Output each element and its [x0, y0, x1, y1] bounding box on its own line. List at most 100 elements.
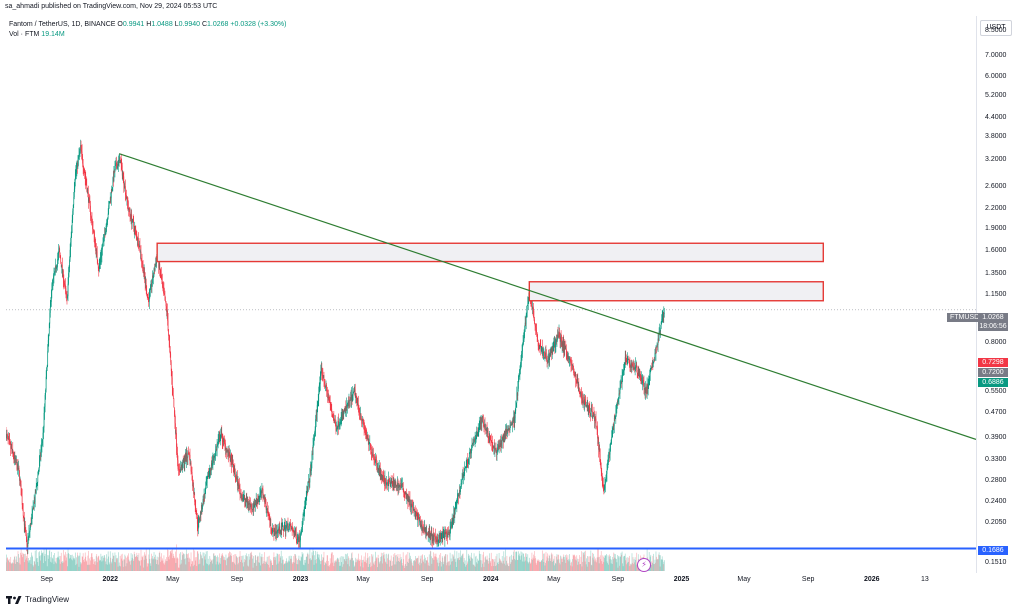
volume-bar	[165, 559, 166, 571]
candle-body	[324, 381, 325, 385]
volume-bar	[349, 566, 350, 571]
candle-body	[62, 270, 64, 282]
volume-bar	[340, 556, 342, 571]
candle-body	[423, 527, 424, 528]
candle-body	[401, 483, 403, 485]
volume-bar	[208, 564, 210, 571]
volume-bar	[97, 557, 99, 571]
candle-body	[38, 468, 40, 473]
candle-body	[592, 416, 594, 419]
candle-body	[621, 381, 622, 384]
chart-plot-area[interactable]	[6, 16, 977, 573]
candle-body	[580, 392, 581, 395]
volume-bar	[576, 555, 578, 571]
volume-bar	[324, 565, 325, 571]
volume-bar	[82, 553, 84, 571]
volume-bar	[172, 558, 174, 571]
volume-bar	[580, 564, 581, 571]
volume-label[interactable]: Vol · FTM	[9, 31, 40, 38]
volume-bar	[250, 552, 251, 571]
candle-body	[479, 422, 481, 424]
candle-body	[486, 427, 488, 433]
candle-body	[63, 281, 65, 283]
close-key: C	[201, 21, 208, 28]
volume-bar	[194, 550, 196, 571]
candle-body	[366, 435, 368, 439]
candle-body	[20, 484, 22, 496]
candle-body	[390, 479, 392, 487]
candle-body	[132, 219, 134, 222]
volume-bar	[658, 554, 659, 571]
volume-bar	[399, 554, 401, 571]
volume-bar	[511, 554, 512, 571]
candle-body	[548, 356, 550, 361]
volume-bar	[79, 555, 80, 571]
volume-bar	[632, 562, 633, 571]
volume-bar	[457, 559, 459, 571]
candle-body	[264, 497, 266, 503]
candle-body	[605, 481, 606, 485]
volume-bar	[177, 558, 179, 571]
volume-bar	[538, 559, 540, 571]
candle-body	[328, 396, 329, 400]
volume-bar	[656, 559, 658, 571]
candle-body	[468, 457, 470, 462]
candle-body	[385, 478, 386, 483]
candle-body	[260, 490, 262, 494]
volume-bar	[103, 555, 105, 571]
candle-body	[612, 423, 614, 431]
candle-body	[277, 530, 278, 532]
candle-body	[397, 482, 399, 489]
candle-body	[299, 540, 301, 542]
volume-bar	[229, 551, 230, 571]
candle-body	[201, 505, 203, 510]
volume-bar	[257, 555, 259, 571]
candle-body	[417, 516, 419, 519]
currency-selector[interactable]: USDT	[980, 20, 1012, 36]
volume-bar	[512, 556, 514, 571]
volume-bar	[336, 558, 338, 571]
volume-bar	[78, 556, 79, 571]
volume-bar	[275, 557, 276, 571]
tradingview-logo[interactable]: TradingView	[6, 595, 69, 604]
volume-bar	[140, 549, 142, 571]
volume-bar	[366, 563, 368, 571]
volume-bar	[395, 555, 396, 571]
candle-body	[240, 493, 241, 494]
candle-body	[117, 164, 119, 166]
close-value: 1.0268	[207, 21, 229, 28]
volume-bar	[619, 556, 621, 571]
volume-bar	[121, 558, 123, 571]
lightning-icon[interactable]: ⚡	[637, 558, 651, 572]
candle-body	[516, 392, 518, 403]
candle-body	[244, 496, 246, 501]
volume-bar	[218, 562, 220, 571]
symbol-name[interactable]: Fantom / TetherUS, 1D, BINANCE	[9, 21, 116, 28]
volume-bar	[175, 562, 177, 571]
volume-bar	[393, 564, 395, 571]
volume-bar	[96, 554, 98, 571]
volume-bar	[127, 556, 129, 571]
volume-bar	[296, 564, 298, 571]
volume-bar	[105, 561, 106, 571]
candle-body	[75, 172, 77, 174]
candle-body	[261, 490, 262, 494]
candle-body	[597, 428, 598, 439]
volume-bar	[510, 563, 511, 571]
volume-bar	[385, 562, 387, 571]
candle-body	[376, 464, 378, 469]
volume-bar	[397, 554, 399, 571]
candle-body	[61, 264, 63, 272]
price-chart[interactable]	[6, 16, 976, 573]
candle-body	[95, 248, 97, 251]
candle-body	[135, 229, 137, 232]
candle-body	[188, 451, 189, 454]
volume-bar	[474, 565, 475, 571]
volume-bar	[447, 554, 448, 571]
volume-bar	[520, 559, 521, 571]
candle-body	[138, 237, 139, 246]
candle-body	[394, 482, 396, 486]
volume-bar	[255, 555, 257, 571]
volume-bar	[570, 562, 572, 571]
volume-bar	[378, 558, 380, 571]
